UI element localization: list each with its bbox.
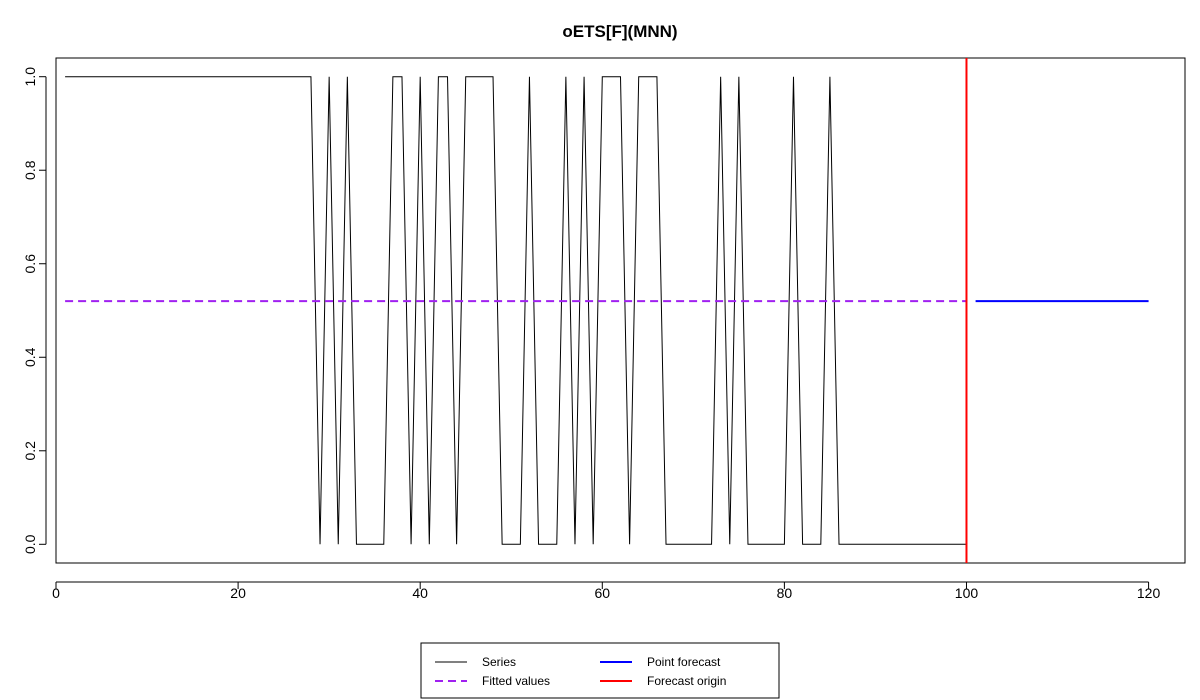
x-tick-label: 120 [1137, 585, 1161, 601]
x-tick-label: 80 [777, 585, 793, 601]
chart-title: oETS[F](MNN) [562, 22, 677, 41]
y-tick-label: 0.6 [22, 254, 38, 274]
y-tick-label: 0.4 [22, 347, 38, 367]
legend-label: Forecast origin [647, 674, 726, 688]
y-tick-label: 0.2 [22, 441, 38, 461]
series-line-series [65, 76, 967, 545]
legend-label: Series [482, 655, 516, 669]
axes: 0 20 40 60 80 100 120 0.0 0.2 0.4 0.6 0.8 1.0 [22, 57, 1186, 601]
x-tick-label: 40 [412, 585, 428, 601]
legend-label: Point forecast [647, 655, 721, 669]
plot-marks [65, 58, 1149, 563]
y-tick-label: 1.0 [22, 67, 38, 87]
plot-frame [55, 57, 1186, 564]
y-tick-label: 0.8 [22, 160, 38, 180]
legend: Series Point forecast Fitted values Forecas… [420, 642, 780, 699]
x-tick-label: 20 [230, 585, 246, 601]
legend-box [420, 642, 780, 699]
x-tick-label: 0 [52, 585, 60, 601]
legend-label: Fitted values [482, 674, 550, 688]
y-tick-label: 0.0 [22, 534, 38, 554]
x-tick-label: 100 [955, 585, 979, 601]
x-tick-label: 60 [595, 585, 611, 601]
